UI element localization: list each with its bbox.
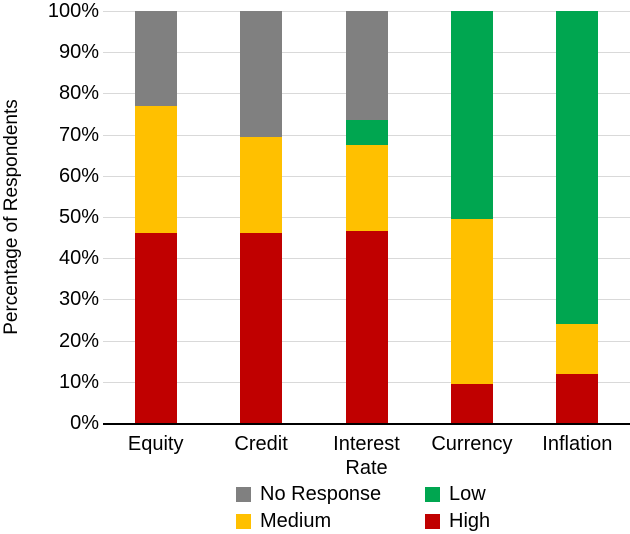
bar-segment-equity-medium	[134, 105, 177, 234]
bar-equity	[134, 11, 177, 423]
bar-segment-currency-high	[450, 383, 493, 423]
x-category-label-currency: Currency	[431, 433, 513, 455]
x-category-label-credit: Credit	[234, 433, 288, 455]
bar-credit	[240, 11, 283, 423]
y-tick-label: 70%	[58, 123, 99, 146]
legend-label: Medium	[260, 510, 332, 532]
bar-segment-equity-high	[134, 233, 177, 423]
legend-swatch-icon	[425, 487, 440, 502]
legend-item-low: Low	[425, 483, 490, 506]
y-tick-label: 30%	[58, 288, 99, 311]
y-tick-label: 20%	[58, 329, 99, 352]
bar-slot-currency	[419, 11, 524, 423]
y-tick-label: 80%	[58, 82, 99, 105]
bar-segment-currency-low	[450, 11, 493, 220]
x-axis-line	[103, 423, 630, 425]
legend-item-medium: Medium	[236, 510, 425, 533]
y-tick-label: 40%	[58, 247, 99, 270]
bar-currency	[450, 11, 493, 423]
bar-segment-equity-no-response	[134, 11, 177, 106]
legend-swatch-icon	[236, 487, 251, 502]
legend-item-no-response: No Response	[236, 483, 425, 506]
x-category-label-interest-rate: Interest Rate	[333, 433, 400, 479]
y-tick-label: 60%	[58, 164, 99, 187]
bar-segment-interest-rate-medium	[345, 144, 388, 232]
bar-slot-interest-rate	[314, 11, 419, 423]
bar-slot-credit	[208, 11, 313, 423]
y-tick-label: 50%	[58, 206, 99, 228]
bar-segment-credit-medium	[240, 136, 283, 234]
y-tick-label: 0%	[70, 412, 99, 434]
bar-segment-inflation-high	[556, 373, 599, 423]
bar-segment-credit-high	[240, 233, 283, 423]
y-tick-label: 100%	[47, 0, 99, 22]
bar-segment-currency-medium	[450, 219, 493, 384]
legend-item-high: High	[425, 510, 490, 533]
legend-swatch-icon	[425, 514, 440, 529]
legend-label: Low	[449, 483, 486, 505]
x-category-label-equity: Equity	[127, 433, 184, 455]
legend-label: High	[449, 510, 491, 532]
bar-segment-credit-no-response	[240, 11, 283, 137]
bar-segment-inflation-low	[556, 11, 599, 325]
legend: No Response Low Medium High	[236, 483, 490, 533]
bar-interest-rate	[345, 11, 388, 423]
bar-slot-equity	[103, 11, 208, 423]
legend-swatch-icon	[236, 514, 251, 529]
legend-label: No Response	[260, 483, 382, 505]
bar-segment-inflation-medium	[556, 324, 599, 374]
bar-segment-interest-rate-no-response	[345, 11, 388, 121]
x-axis-labels: Equity Credit Interest Rate Currency Inflati…	[103, 432, 630, 480]
bar-slots	[103, 11, 630, 423]
bar-slot-inflation	[525, 11, 630, 423]
y-tick-label: 10%	[58, 370, 99, 393]
x-category-label-inflation: Inflation	[542, 433, 613, 455]
bar-segment-interest-rate-low	[345, 120, 388, 145]
y-tick-label: 90%	[58, 41, 99, 64]
y-tick-labels: 100% 90% 80% 70% 60% 50% 40% 30% 20% 10% 0%	[0, 0, 99, 434]
bar-segment-interest-rate-high	[345, 231, 388, 423]
bar-inflation	[556, 11, 599, 423]
plot-area	[103, 11, 630, 425]
